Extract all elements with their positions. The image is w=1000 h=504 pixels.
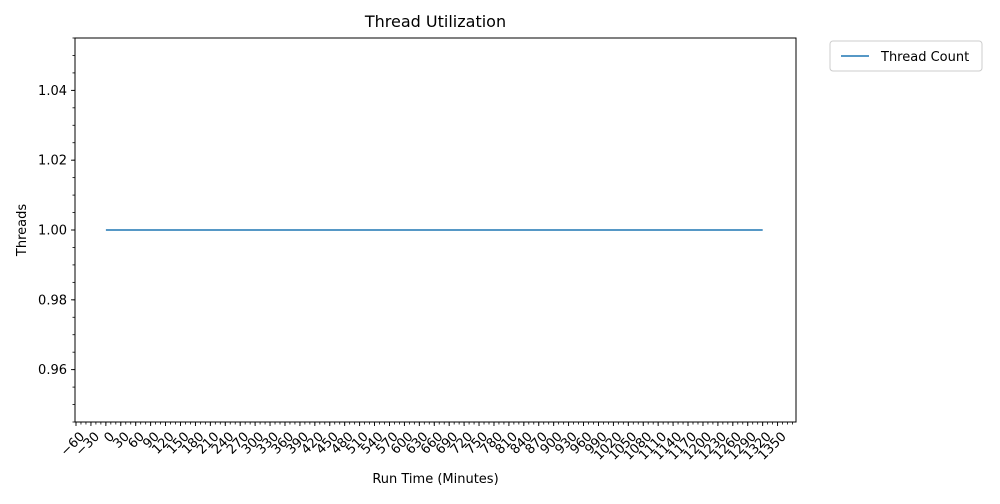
y-tick-label: 1.02 (38, 154, 67, 169)
plot-area: 0.96 0.98 1.00 1.02 1.04 −60−300306090120150… (38, 37, 797, 463)
y-tick-label: 0.96 (38, 363, 67, 378)
y-axis-label: Threads (15, 204, 30, 257)
y-axis: 0.96 0.98 1.00 1.02 1.04 (38, 37, 75, 423)
legend: Thread Count (829, 40, 983, 72)
y-tick-label: 0.98 (38, 293, 67, 308)
legend-box (829, 40, 983, 72)
y-tick-label: 1.00 (38, 224, 67, 239)
chart-title: Thread Utilization (364, 12, 506, 31)
x-axis-label: Run Time (Minutes) (372, 472, 498, 487)
legend-entry-thread-count: Thread Count (880, 50, 969, 65)
x-axis: −60−300306090120150180210240270300330360… (58, 422, 793, 463)
y-tick-label: 1.04 (38, 84, 67, 99)
